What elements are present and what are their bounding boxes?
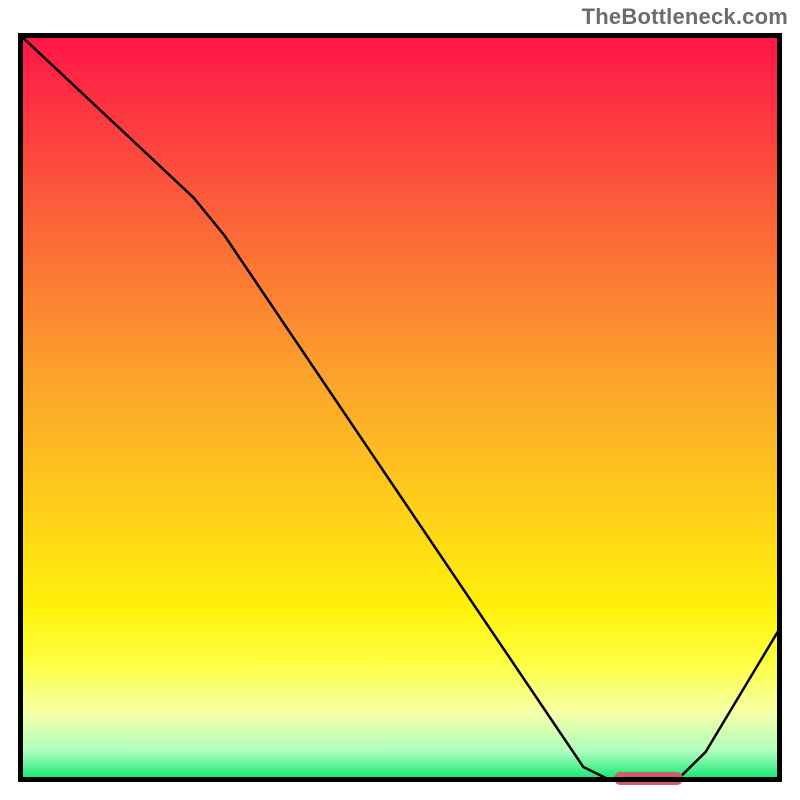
canvas: TheBottleneck.com [0,0,800,800]
chart-plot-area [18,33,782,782]
chart-axis-border [18,33,782,782]
watermark-text: TheBottleneck.com [582,4,788,30]
